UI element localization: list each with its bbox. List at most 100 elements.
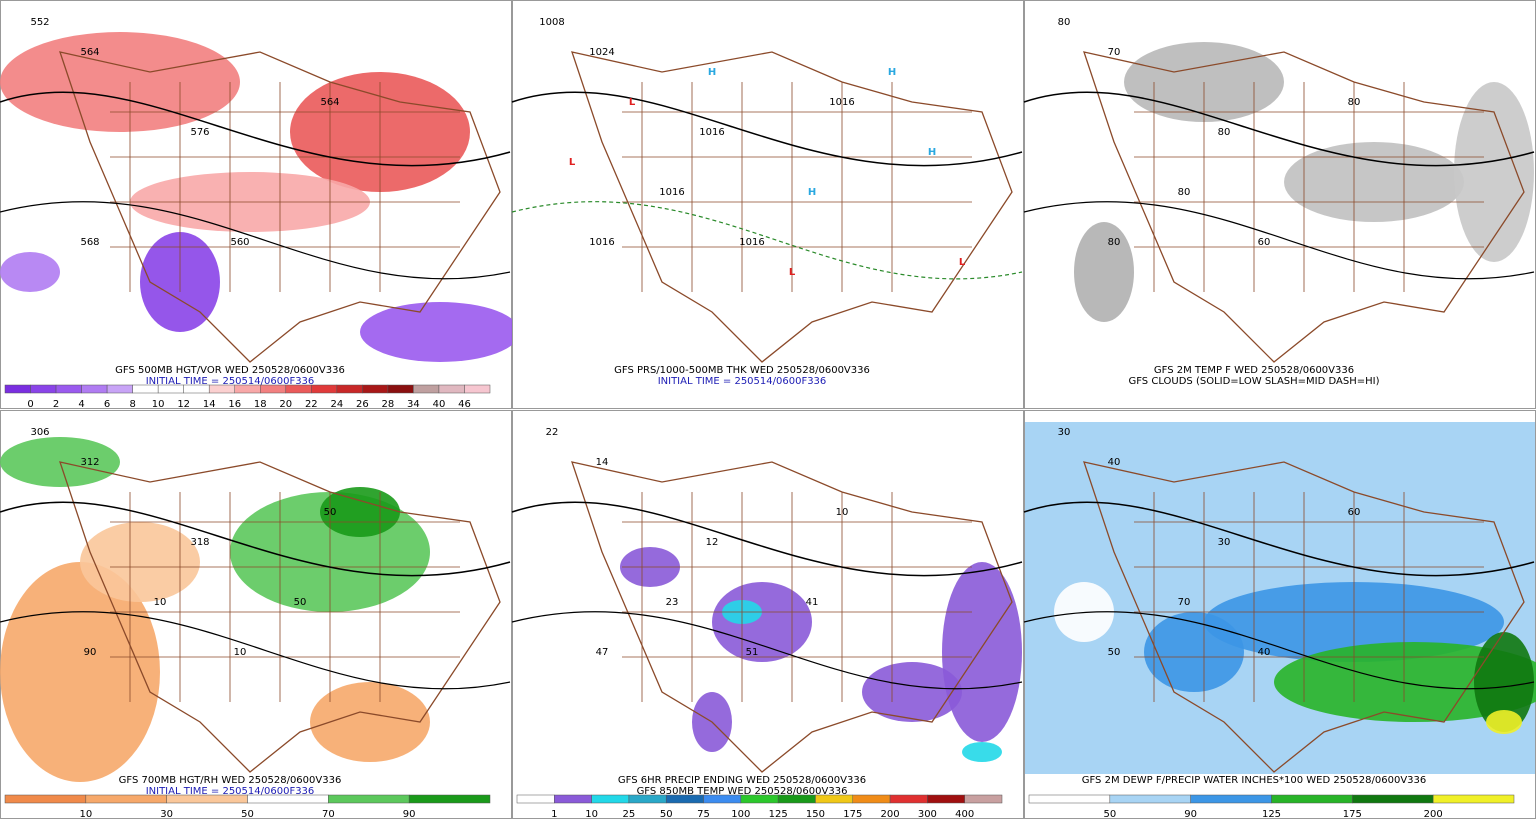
map-label: 30 <box>1218 537 1231 548</box>
contour-line <box>1023 91 1535 167</box>
map-label: H <box>928 147 936 158</box>
colorbar-swatch <box>4 794 87 804</box>
map-label: 50 <box>294 597 307 608</box>
map-label: 40 <box>1108 457 1121 468</box>
map-label: 1016 <box>659 187 684 198</box>
field-area <box>360 302 520 362</box>
contour-line <box>511 91 1023 167</box>
contour-line <box>511 201 1023 280</box>
colorbar-label: 46 <box>458 399 471 410</box>
colorbar-swatch <box>81 384 108 394</box>
map-label: 60 <box>1348 507 1361 518</box>
colorbar-label: 125 <box>769 809 788 819</box>
colorbar-label: 90 <box>1184 809 1197 819</box>
colorbar-label: 50 <box>241 809 254 819</box>
colorbar-label: 1 <box>551 809 557 819</box>
coastline <box>59 51 501 363</box>
coastline <box>571 51 1013 363</box>
map-label: 70 <box>1108 47 1121 58</box>
colorbar-swatch <box>208 384 235 394</box>
colorbar-swatch <box>703 794 742 804</box>
colorbar-swatch <box>157 384 184 394</box>
map-label: 1008 <box>539 17 564 28</box>
coastline <box>571 461 1013 773</box>
map-title: GFS 500MB HGT/VOR WED 250528/0600V336 <box>115 365 345 376</box>
colorbar-swatch <box>777 794 816 804</box>
contour-line <box>0 91 511 167</box>
coastline <box>59 461 501 773</box>
map-label: H <box>708 67 716 78</box>
colorbar-label: 175 <box>843 809 862 819</box>
map-subtitle: INITIAL TIME = 250514/0600F336 <box>658 376 827 387</box>
map-subtitle: INITIAL TIME = 250514/0600F336 <box>146 786 315 797</box>
field-area <box>1284 142 1464 222</box>
map-label: 576 <box>190 127 209 138</box>
field-area <box>0 252 60 292</box>
colorbar-label: 70 <box>322 809 335 819</box>
map-label: 80 <box>1218 127 1231 138</box>
colorbar-swatch <box>1028 794 1111 804</box>
colorbar-swatch <box>30 384 57 394</box>
colorbar-swatch <box>591 794 630 804</box>
map-panel: 306 312 318 50 90 10 10 50 GFS 700MB HGT/RH WED … <box>0 410 512 819</box>
colorbar-label: 25 <box>623 809 636 819</box>
colorbar-label: 40 <box>433 399 446 410</box>
map-label: 1024 <box>589 47 614 58</box>
map-label: 47 <box>596 647 609 658</box>
map-label: 14 <box>596 457 609 468</box>
field-area <box>962 742 1002 762</box>
colorbar-swatch <box>1432 794 1515 804</box>
colorbar-swatch <box>336 384 363 394</box>
colorbar-swatch <box>106 384 133 394</box>
map-label: 40 <box>1258 647 1271 658</box>
field-area <box>942 562 1022 742</box>
map-panel: 80 70 80 80 80 60 80 GFS 2M TEMP F WED 250528/0… <box>1023 0 1536 409</box>
map-subtitle: INITIAL TIME = 250514/0600F336 <box>146 376 315 387</box>
colorbar-swatch <box>4 384 31 394</box>
map-label: 552 <box>30 17 49 28</box>
coastline <box>1083 461 1525 773</box>
field-area <box>1474 632 1534 732</box>
map-title: GFS 2M TEMP F WED 250528/0600V336 <box>1154 365 1354 376</box>
map-title: GFS 2M DEWP F/PRECIP WATER INCHES*100 WE… <box>1082 775 1427 786</box>
colorbar-label: 10 <box>152 399 165 410</box>
colorbar-swatch <box>234 384 261 394</box>
colorbar-label: 26 <box>356 399 369 410</box>
colorbar-swatch <box>1271 794 1353 804</box>
field-area <box>1274 642 1536 722</box>
field-area <box>1074 222 1134 322</box>
contour-line <box>0 611 511 690</box>
map-label: 80 <box>1348 97 1361 108</box>
colorbar-label: 22 <box>305 399 318 410</box>
map-label: L <box>959 257 966 268</box>
map-label: 23 <box>666 597 679 608</box>
colorbar-label: 125 <box>1262 809 1281 819</box>
colorbar-label: 4 <box>78 399 84 410</box>
field-area <box>310 682 430 762</box>
field-area <box>1454 82 1534 262</box>
colorbar-label: 50 <box>660 809 673 819</box>
colorbar-swatch <box>438 384 465 394</box>
colorbar-swatch <box>132 384 159 394</box>
map-panel: 30 40 30 60 50 40 70 GFS 2M DEWP F/PRECIP WATER… <box>1023 410 1536 819</box>
map-label: 560 <box>230 237 249 248</box>
colorbar-label: 6 <box>104 399 110 410</box>
colorbar-label: 30 <box>160 809 173 819</box>
colorbar-label: 14 <box>203 399 216 410</box>
map-label: 1016 <box>699 127 724 138</box>
map-label: 80 <box>1108 237 1121 248</box>
map-label: 10 <box>836 507 849 518</box>
field-area <box>1144 612 1244 692</box>
colorbar-label: 50 <box>1103 809 1116 819</box>
field-area <box>80 522 200 602</box>
colorbar-swatch <box>1352 794 1434 804</box>
colorbar-swatch <box>362 384 389 394</box>
colorbar-swatch <box>852 794 891 804</box>
colorbar-swatch <box>516 794 555 804</box>
colorbar-swatch <box>311 384 338 394</box>
map-label: 564 <box>320 97 339 108</box>
map-label: L <box>629 97 636 108</box>
map-label: 318 <box>190 537 209 548</box>
colorbar-label: 400 <box>955 809 974 819</box>
